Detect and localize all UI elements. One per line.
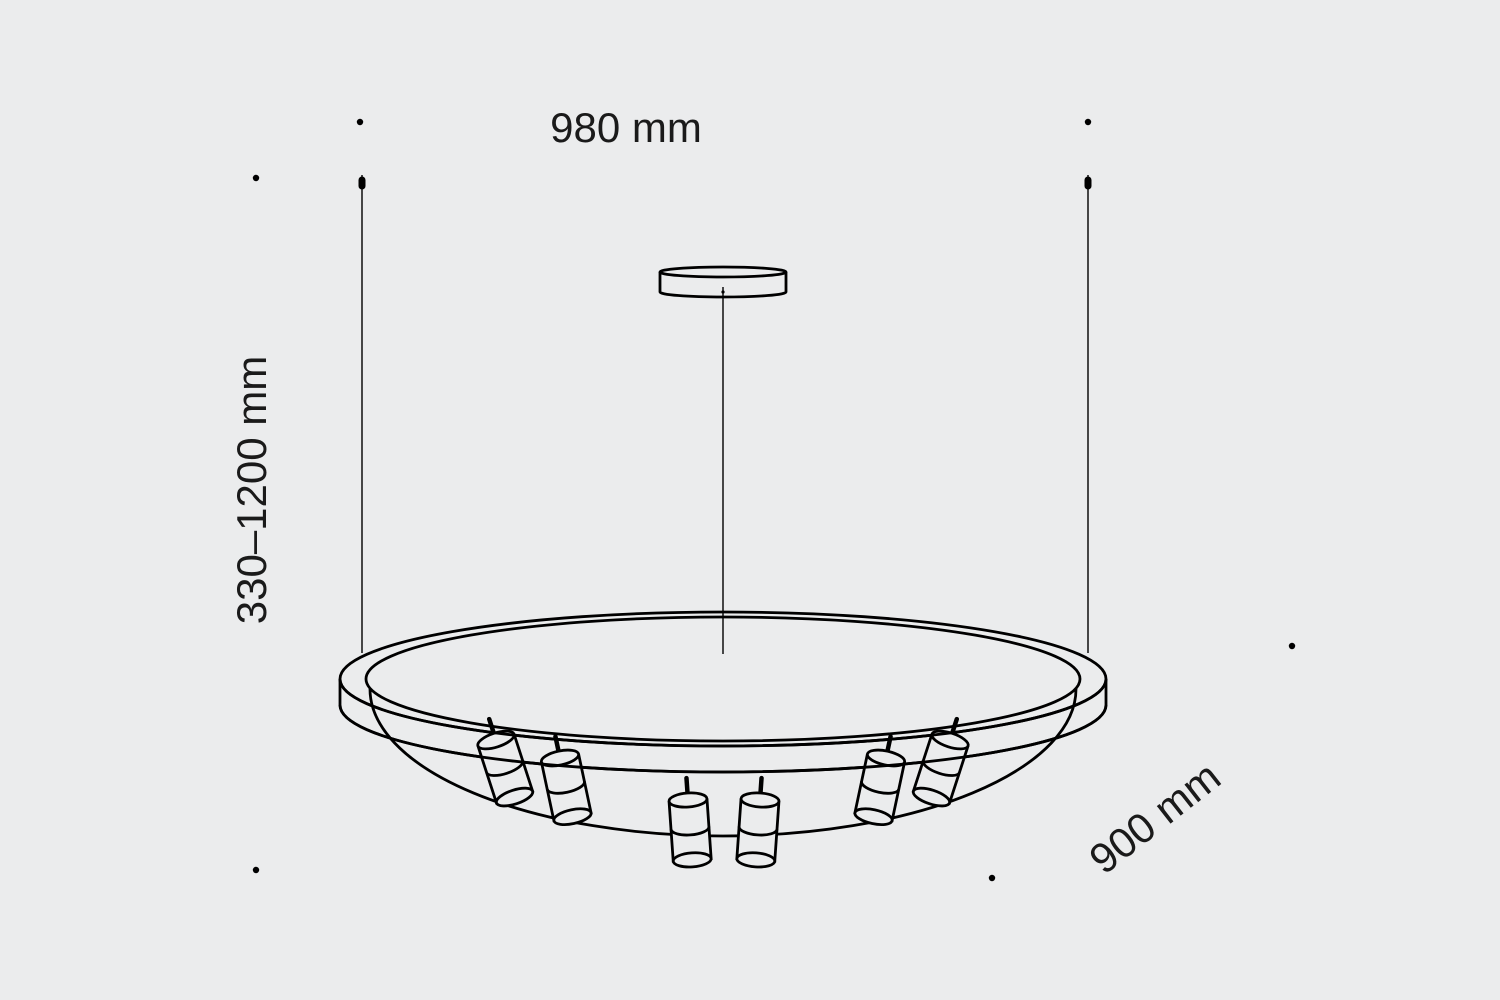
dimension-dot [253,175,259,181]
dimension-dot [1289,643,1295,649]
dimension-dot [1085,119,1091,125]
dimension-dot [357,119,363,125]
spotlight [668,777,712,868]
dimension-height-label: 330–1200 mm [228,356,276,625]
technical-drawing-svg [0,0,1500,1000]
dimension-width-label: 980 mm [550,104,702,152]
pendant-light-dimension-diagram: 980 mm 330–1200 mm 900 mm [0,0,1500,1000]
canopy-screw-dot [721,290,724,293]
canopy-top-ellipse [660,267,786,277]
spotlight [736,777,780,868]
dimension-dot [989,875,995,881]
dimension-dot [253,867,259,873]
